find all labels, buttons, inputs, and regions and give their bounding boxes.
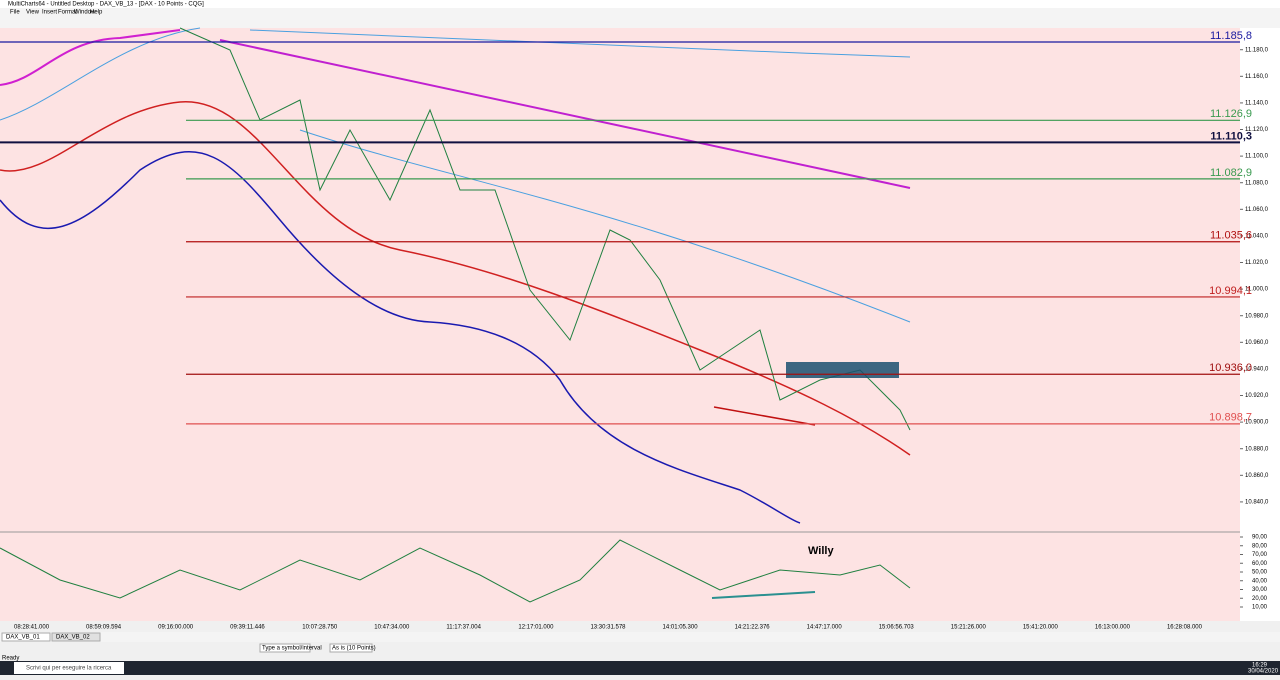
band-lower (0, 151, 801, 524)
search-box[interactable] (14, 662, 124, 674)
price-axis (1240, 28, 1280, 621)
price-candles (179, 27, 911, 431)
osc-tick-label: 70,00 (1252, 552, 1268, 558)
price-tick-label: 11.160,0 (1245, 74, 1269, 80)
menu-item[interactable]: Window (74, 10, 96, 16)
price-tick-label: 11.140,0 (1245, 100, 1269, 106)
price-tick-label: 11.000,0 (1245, 287, 1269, 293)
tab-bar (0, 632, 1280, 642)
time-label: 16:13:00.000 (1095, 625, 1131, 631)
price-tick-label: 10.840,0 (1245, 499, 1269, 505)
trend-line (713, 406, 816, 426)
osc-tick-label: 20,00 (1252, 596, 1268, 602)
price-tick-label: 10.920,0 (1245, 393, 1269, 399)
menu-item[interactable]: Format (58, 10, 77, 16)
time-label: 15:21:26.000 (951, 625, 987, 631)
price-tick-label: 10.900,0 (1245, 420, 1269, 426)
time-label: 11:17:37.004 (446, 625, 481, 631)
osc-trend-line (711, 591, 816, 599)
price-tick-label: 10.940,0 (1245, 366, 1269, 372)
price-tick-label: 11.100,0 (1245, 154, 1269, 160)
osc-tick-label: 40,00 (1252, 578, 1268, 584)
time-label: 15:41:20.000 (1023, 625, 1059, 631)
chart-area (0, 28, 1240, 621)
resolution[interactable]: As is (10 Points) (332, 646, 376, 652)
price-level-label: 11.082,9 (1210, 167, 1252, 179)
oscillator (0, 539, 911, 603)
annotation: Willy (808, 545, 834, 557)
time-label: 08:59:09.594 (86, 625, 122, 631)
toolbar (0, 8, 1280, 28)
tab-label[interactable]: DAX_VB_02 (56, 635, 90, 641)
price-level-label: 10.994,1 (1209, 285, 1252, 297)
price-level-label: 11.126,9 (1210, 108, 1252, 120)
time-label: 09:16:00.000 (158, 625, 194, 631)
time-label: 10:07:28.750 (302, 625, 338, 631)
price-level-label: 11.035,6 (1210, 230, 1252, 242)
tab[interactable] (1, 632, 51, 642)
ma-magenta (0, 29, 181, 86)
price-tick-label: 11.120,0 (1245, 127, 1269, 133)
price-tick-label: 11.080,0 (1245, 180, 1269, 186)
time-label: 13:30:31.578 (590, 625, 626, 631)
ma-red (0, 101, 911, 456)
menu-item[interactable]: Insert (42, 10, 57, 16)
osc-tick-label: 30,00 (1252, 587, 1268, 593)
osc-tick-label: 50,00 (1252, 570, 1268, 576)
ma-blue (0, 27, 911, 121)
symbol-input[interactable]: Type a symbol/interval (262, 646, 322, 652)
price-tick-label: 11.040,0 (1245, 233, 1269, 239)
time-label: 09:39:11.446 (230, 625, 265, 631)
ma-blue (299, 129, 911, 323)
drawing-toolbar (0, 642, 1280, 654)
clock-time: 16:29 (1252, 663, 1268, 669)
taskbar (0, 661, 1280, 675)
price-tick-label: 10.880,0 (1245, 446, 1269, 452)
price-tick-label: 11.060,0 (1245, 207, 1269, 213)
price-tick-label: 11.180,0 (1245, 47, 1269, 53)
menu-item[interactable]: File (10, 10, 20, 16)
time-label: 08:28:41.000 (14, 625, 50, 631)
time-label: 16:28:08.000 (1167, 625, 1203, 631)
osc-tick-label: 80,00 (1252, 543, 1268, 549)
ma-magenta (219, 39, 911, 189)
osc-tick-label: 90,00 (1252, 535, 1268, 541)
price-level-label: 11.110,3 (1210, 130, 1252, 142)
price-tick-label: 10.980,0 (1245, 313, 1269, 319)
price-level-label: 11.185,8 (1210, 30, 1252, 42)
price-tick-label: 10.860,0 (1245, 473, 1269, 479)
title-bar (0, 0, 1280, 8)
price-level-label: 10.936,0 (1209, 362, 1252, 374)
resolution-box[interactable] (329, 643, 373, 653)
menu-item[interactable]: View (26, 10, 40, 16)
price-tick-label: 10.960,0 (1245, 340, 1269, 346)
osc-tick-label: 60,00 (1252, 561, 1268, 567)
time-label: 14:01:05.300 (663, 625, 699, 631)
time-label: 15:06:56.703 (879, 625, 915, 631)
window-title: MultiCharts64 - Untitled Desktop - DAX_V… (8, 2, 204, 8)
time-label: 10:47:34.000 (374, 625, 410, 631)
time-label: 14:21:22.376 (735, 625, 771, 631)
osc-tick-label: 10,00 (1252, 605, 1268, 611)
clock-date: 30/04/2020 (1248, 669, 1279, 675)
time-label: 14:47:17.000 (807, 625, 843, 631)
price-tick-label: 11.020,0 (1245, 260, 1269, 266)
tab-label[interactable]: DAX_VB_01 (6, 635, 40, 641)
price-level-label: 10.898,7 (1209, 412, 1252, 424)
tab[interactable] (51, 632, 101, 642)
status: Ready (2, 656, 19, 662)
symbol-box[interactable] (259, 643, 311, 653)
time-label: 12:17:01.000 (518, 625, 554, 631)
search-text[interactable]: Scrivi qui per eseguire la ricerca (26, 666, 112, 672)
menu-item[interactable]: Help (90, 10, 103, 16)
range-box (786, 362, 899, 378)
